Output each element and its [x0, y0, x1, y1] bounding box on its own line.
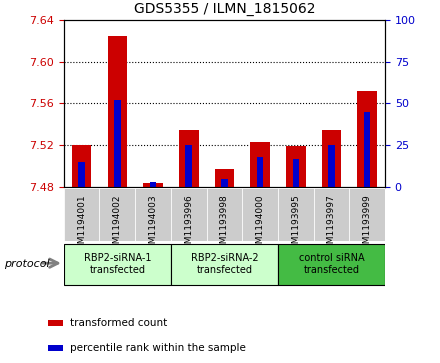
Bar: [107, 36, 127, 187]
Bar: [114, 100, 121, 187]
Text: GSM1193999: GSM1193999: [363, 194, 372, 255]
Bar: [364, 112, 370, 187]
Bar: [64, 188, 99, 241]
Bar: [250, 142, 270, 187]
Bar: [257, 157, 263, 187]
Text: GSM1193995: GSM1193995: [291, 194, 300, 255]
Bar: [286, 146, 306, 187]
Text: GSM1193996: GSM1193996: [184, 194, 193, 255]
Bar: [143, 183, 163, 187]
Bar: [221, 179, 227, 187]
Bar: [99, 188, 135, 241]
Bar: [328, 145, 335, 187]
Bar: [135, 188, 171, 241]
Bar: [64, 244, 171, 285]
Bar: [349, 188, 385, 241]
Bar: [215, 169, 234, 187]
Text: GSM1194003: GSM1194003: [149, 194, 158, 255]
Text: GSM1193997: GSM1193997: [327, 194, 336, 255]
Text: control siRNA
transfected: control siRNA transfected: [299, 253, 364, 275]
Text: GSM1193998: GSM1193998: [220, 194, 229, 255]
Bar: [48, 345, 63, 351]
Bar: [179, 130, 198, 187]
Text: GSM1194002: GSM1194002: [113, 194, 122, 254]
Bar: [278, 188, 314, 241]
Text: transformed count: transformed count: [70, 318, 168, 328]
Bar: [242, 188, 278, 241]
Bar: [48, 320, 63, 326]
Text: protocol: protocol: [4, 259, 50, 269]
Bar: [150, 182, 156, 187]
Bar: [206, 188, 242, 241]
Bar: [72, 145, 92, 187]
Bar: [357, 91, 377, 187]
Bar: [171, 188, 206, 241]
Bar: [278, 244, 385, 285]
Title: GDS5355 / ILMN_1815062: GDS5355 / ILMN_1815062: [134, 2, 315, 16]
Text: RBP2-siRNA-2
transfected: RBP2-siRNA-2 transfected: [191, 253, 258, 275]
Text: percentile rank within the sample: percentile rank within the sample: [70, 343, 246, 353]
Text: GSM1194001: GSM1194001: [77, 194, 86, 255]
Bar: [171, 244, 278, 285]
Text: RBP2-siRNA-1
transfected: RBP2-siRNA-1 transfected: [84, 253, 151, 275]
Bar: [186, 145, 192, 187]
Bar: [78, 162, 85, 187]
Bar: [322, 130, 341, 187]
Bar: [314, 188, 349, 241]
Text: GSM1194000: GSM1194000: [256, 194, 264, 255]
Bar: [293, 159, 299, 187]
